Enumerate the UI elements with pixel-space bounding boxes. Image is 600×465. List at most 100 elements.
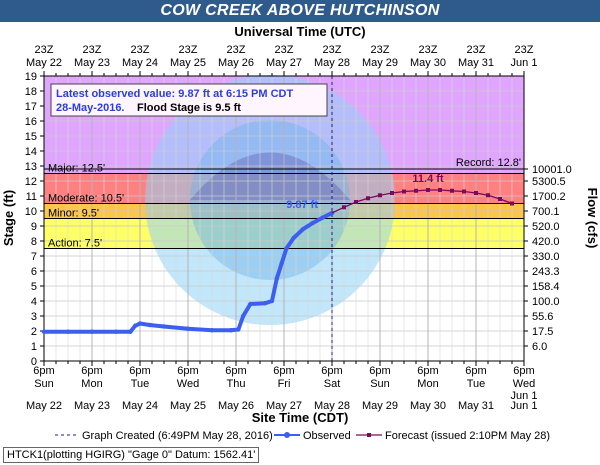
bottom-tick-label: 6pm xyxy=(465,365,486,377)
top-tick-label: May 31 xyxy=(458,57,494,69)
top-tick-label: May 22 xyxy=(26,57,62,69)
y-tick-label: 19 xyxy=(25,71,37,83)
x-axis-label: Site Time (CDT) xyxy=(252,410,349,425)
flow-tick-label: 1700.2 xyxy=(532,191,566,203)
bottom-tick-label: May 25 xyxy=(170,400,206,412)
data-series xyxy=(41,76,514,361)
observed-point xyxy=(284,246,289,251)
bottom-tick-label-jun: Jun 1 xyxy=(511,390,538,402)
flow-tick-label: 6.0 xyxy=(532,341,547,353)
flow-tick-label: 158.4 xyxy=(532,281,560,293)
observed-point xyxy=(310,220,315,226)
watermark-bird xyxy=(190,152,350,200)
flow-tick-label: 330.0 xyxy=(532,251,560,263)
bottom-tick-label: May 30 xyxy=(410,400,446,412)
top-tick-label: 23Z xyxy=(131,44,150,56)
bottom-tick-label: May 27 xyxy=(266,400,302,412)
y-tick-label: 3 xyxy=(31,311,37,323)
observed-point xyxy=(209,328,215,333)
observed-point xyxy=(65,329,71,334)
flow-tick-label: 17.5 xyxy=(532,326,553,338)
observed-point xyxy=(291,235,296,241)
info-line-2-rest: Flood Stage is 9.5 ft xyxy=(137,102,241,114)
legend: Graph Created (6:49PM May 28, 2016) Obser… xyxy=(55,430,550,442)
observed-point xyxy=(320,215,325,220)
forecast-point xyxy=(342,205,346,210)
bottom-tick-label: May 24 xyxy=(122,400,158,412)
flood-category-label: Action: 7.5' xyxy=(48,238,102,250)
forecast-point xyxy=(414,188,418,193)
forecast-point xyxy=(474,191,478,195)
forecast-point xyxy=(498,197,502,201)
bottom-tick-label: May 26 xyxy=(218,400,254,412)
flow-tick-label: 5300.5 xyxy=(532,176,566,188)
bottom-tick-label: 6pm xyxy=(225,365,246,377)
legend-label: Observed xyxy=(303,430,351,442)
top-tick-label: 23Z xyxy=(467,44,486,56)
flow-tick-label: 420.0 xyxy=(532,236,560,248)
y-tick-label: 10 xyxy=(25,206,37,218)
observed-point xyxy=(262,301,267,306)
chart-title: COW CREEK ABOVE HUTCHINSON xyxy=(0,0,600,22)
bottom-tick-label: Sun xyxy=(34,378,54,390)
bottom-tick-label: 6pm xyxy=(417,365,438,377)
bottom-tick-label: May 23 xyxy=(74,400,110,412)
forecast-point xyxy=(366,196,370,201)
bottom-tick-label: May 31 xyxy=(458,400,494,412)
flood-category-label: Moderate: 10.5' xyxy=(48,193,124,205)
y-tick-label: 9 xyxy=(31,221,37,233)
top-tick-label: 23Z xyxy=(83,44,102,56)
y-tick-label: 11 xyxy=(26,191,37,203)
top-tick-label: May 27 xyxy=(266,57,302,69)
forecast-point xyxy=(426,188,430,192)
bottom-tick-label: 6pm xyxy=(273,365,294,377)
bottom-tick-label: 6pm xyxy=(177,365,198,377)
record-label: Record: 12.8' xyxy=(456,157,521,169)
datum-footnote: HTCK1(plotting HGIRG) "Gage 0" Datum: 15… xyxy=(3,447,260,463)
flow-tick-label: 700.1 xyxy=(532,206,560,218)
flow-tick-label: 100.0 xyxy=(532,296,560,308)
top-axis-label: Universal Time (UTC) xyxy=(234,24,365,39)
y-tick-label: 14 xyxy=(25,146,37,158)
top-tick-label: May 25 xyxy=(170,57,206,69)
observed-point xyxy=(329,210,335,216)
observed-point xyxy=(279,261,284,266)
annotations: 9.87 ft 11.4 ft Latest observed value: 9.8… xyxy=(50,83,444,211)
bottom-tick-label: May 29 xyxy=(362,400,398,412)
observed-point xyxy=(236,327,241,332)
forecast-point xyxy=(390,191,394,195)
top-tick-label: 23Z xyxy=(419,44,438,56)
info-line-2-date: 28-May-2016. xyxy=(56,102,125,114)
y-tick-label: 6 xyxy=(31,266,37,278)
observed-point xyxy=(161,324,167,329)
observed-point xyxy=(248,301,253,307)
observed-point xyxy=(241,313,246,319)
bottom-tick-label: 6pm xyxy=(81,365,102,377)
y-tick-label: 13 xyxy=(25,161,37,173)
flow-tick-label: 243.3 xyxy=(532,266,560,278)
y-tick-label: 8 xyxy=(31,236,37,248)
flow-tick-label: 520.0 xyxy=(532,221,560,233)
observed-point xyxy=(185,326,191,331)
y-tick-label: 4 xyxy=(31,296,37,308)
top-tick-label: Jun 1 xyxy=(511,57,538,69)
y-tick-label: 2 xyxy=(31,326,37,338)
top-tick-label: 23Z xyxy=(179,44,198,56)
top-tick-label: May 30 xyxy=(410,57,446,69)
info-line-1: Latest observed value: 9.87 ft at 6:15 P… xyxy=(56,88,293,100)
observed-point xyxy=(133,323,138,328)
y-tick-label: 18 xyxy=(25,86,37,98)
forecast-point xyxy=(510,201,514,206)
bottom-tick-label: Tue xyxy=(131,378,150,390)
observed-point xyxy=(128,329,133,334)
forecast-point xyxy=(402,189,406,194)
observed-point xyxy=(301,226,306,232)
y-tick-label: 15 xyxy=(25,131,37,143)
top-tick-label: 23Z xyxy=(227,44,246,56)
bottom-tick-label: Mon xyxy=(81,378,102,390)
observed-point xyxy=(113,329,119,334)
forecast-point xyxy=(378,193,382,198)
y-tick-label: 12 xyxy=(25,176,37,188)
bottom-tick-label: May 28 xyxy=(314,400,350,412)
flood-category-label: Minor: 9.5' xyxy=(48,208,99,220)
